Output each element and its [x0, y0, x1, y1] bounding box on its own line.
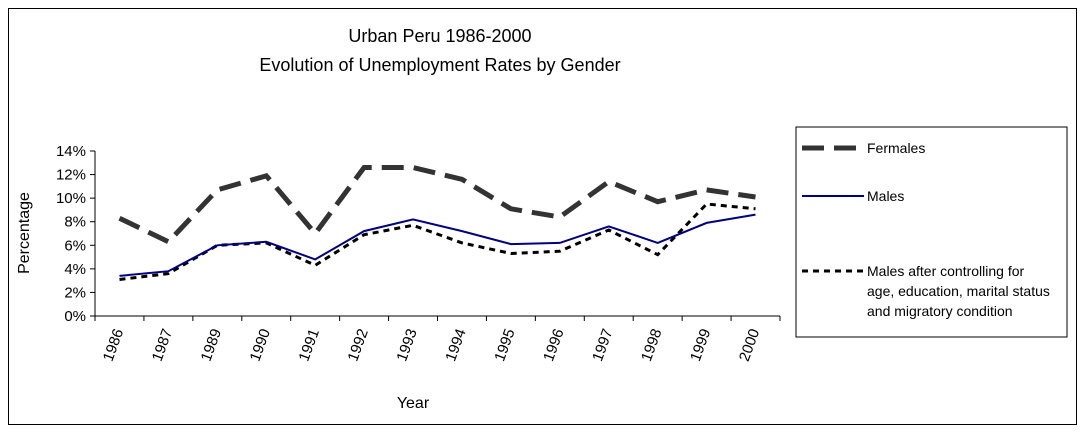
x-tick-label: 1986	[100, 327, 127, 364]
y-tick-label: 10%	[56, 190, 86, 207]
x-tick-label: 1993	[393, 327, 420, 364]
x-tick-label: 1990	[247, 327, 274, 364]
series-line-1	[119, 213, 756, 277]
series-layer	[118, 165, 756, 281]
x-tick-label: 1992	[344, 327, 371, 364]
legend-box	[795, 126, 1068, 338]
x-tick-label: 1998	[638, 327, 665, 364]
axes-group: 0% 2% 4% 6% 8% 10% 12% 14% 1986 1987 1989 1990 1991 1…	[56, 143, 781, 364]
x-tick-label: 1995	[491, 327, 518, 364]
x-tick-label: 1997	[589, 327, 616, 364]
legend-label-0: Fermales	[867, 140, 925, 156]
y-tick-label: 4%	[64, 261, 86, 278]
x-axis-label: Year	[397, 395, 430, 412]
x-tick-label: 1989	[198, 327, 225, 364]
x-tick-label: 1987	[149, 327, 176, 364]
chart-subtitle: Evolution of Unemployment Rates by Gende…	[259, 55, 620, 75]
chart-title: Urban Peru 1986-2000	[348, 26, 531, 46]
y-tick-label: 0%	[64, 308, 86, 325]
legend: Fermales Males Males after controlling for…	[795, 126, 1068, 338]
y-tick-label: 6%	[64, 237, 86, 254]
y-tick-label: 12%	[56, 167, 86, 184]
x-tick-label: 1994	[442, 327, 469, 364]
y-tick-label: 14%	[56, 143, 86, 160]
x-tick-label: 1996	[540, 327, 567, 364]
x-tick-label: 1991	[296, 327, 323, 364]
y-tick-label: 2%	[64, 284, 86, 301]
series-line-0	[118, 165, 756, 245]
x-tick-label: 1999	[687, 327, 714, 364]
legend-label-2: Males after controlling for age, educatio…	[867, 263, 1050, 319]
x-tick-label: 2000	[736, 327, 763, 364]
y-tick-label: 8%	[64, 214, 86, 231]
y-axis-label: Percentage	[16, 192, 33, 274]
legend-label-1: Males	[867, 188, 904, 204]
